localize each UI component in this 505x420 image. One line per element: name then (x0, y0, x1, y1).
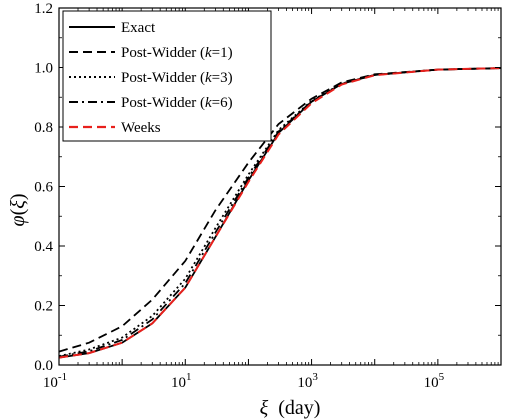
legend-label: Weeks (121, 120, 161, 136)
y-axis-close: ) (7, 194, 29, 201)
legend-label: Exact (121, 20, 156, 36)
series-line-post-widder-k-6 (58, 67, 502, 358)
legend-label-k: k (205, 70, 212, 86)
x-axis-unit: (day) (278, 397, 320, 419)
y-tick-label: 0.8 (34, 120, 53, 136)
x-tick-exponent: -1 (58, 371, 67, 383)
legend-box (62, 10, 272, 142)
y-axis-symbol: φ (7, 215, 29, 226)
legend-label-k: k (205, 95, 212, 111)
y-tick-label: 0.0 (34, 358, 53, 374)
x-axis-label: ξ (day) (260, 397, 321, 419)
legend-label-tail: =3) (212, 70, 233, 86)
y-tick-label: 1.2 (34, 1, 53, 17)
x-tick-base: 10 (297, 375, 312, 391)
x-tick-label: 101 (171, 371, 192, 391)
x-tick-base: 10 (43, 375, 58, 391)
x-tick-exponent: 1 (186, 371, 192, 383)
y-axis-label: φ(ξ) (7, 194, 29, 227)
legend-label-k: k (205, 45, 212, 61)
legend-label-tail: =6) (212, 95, 233, 111)
y-tick-label: 1.0 (34, 61, 53, 77)
y-tick-label: 0.6 (34, 180, 53, 196)
legend-label-main: Post-Widder ( (121, 70, 205, 86)
y-tick-label: 0.4 (34, 239, 53, 255)
y-axis-open: ( (7, 208, 29, 215)
legend-label-tail: =1) (212, 45, 233, 61)
x-tick-label: 105 (424, 371, 445, 391)
x-tick-base: 10 (424, 375, 439, 391)
x-tick-base: 10 (171, 375, 186, 391)
y-axis-arg: ξ (7, 200, 29, 209)
x-tick-exponent: 5 (439, 371, 445, 383)
y-tick-label: 0.2 (34, 299, 53, 315)
legend-label-main: Post-Widder ( (121, 95, 205, 111)
legend-label-main: Post-Widder ( (121, 45, 205, 61)
legend-label: Post-Widder (k=3) (121, 70, 233, 86)
series-line-weeks (58, 67, 502, 359)
legend-label: Post-Widder (k=1) (121, 45, 233, 61)
x-axis-symbol: ξ (260, 397, 269, 419)
x-tick-label: 103 (297, 371, 318, 391)
x-tick-label: 10-1 (43, 371, 67, 391)
legend-label: Post-Widder (k=6) (121, 95, 233, 111)
x-tick-exponent: 3 (312, 371, 318, 383)
series-layer (58, 67, 502, 359)
